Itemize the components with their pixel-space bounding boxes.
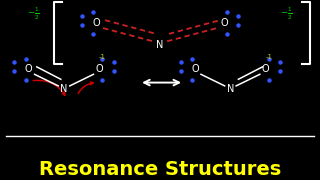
Text: N: N: [156, 40, 164, 50]
Text: Resonance Structures: Resonance Structures: [39, 160, 281, 179]
Text: O: O: [191, 64, 199, 74]
Text: $-\mathregular{\frac{1}{2}}$: $-\mathregular{\frac{1}{2}}$: [280, 6, 293, 22]
Text: N: N: [60, 84, 68, 94]
Text: O: O: [95, 64, 103, 74]
Text: N: N: [227, 84, 234, 94]
FancyArrowPatch shape: [33, 80, 65, 95]
FancyArrowPatch shape: [78, 82, 93, 93]
Text: O: O: [262, 64, 269, 74]
Text: $-\mathregular{\frac{1}{2}}$: $-\mathregular{\frac{1}{2}}$: [27, 6, 40, 22]
Text: O: O: [25, 64, 33, 74]
Text: -1: -1: [99, 54, 106, 60]
Text: O: O: [92, 18, 100, 28]
Text: O: O: [220, 18, 228, 28]
Text: -1: -1: [265, 54, 272, 60]
